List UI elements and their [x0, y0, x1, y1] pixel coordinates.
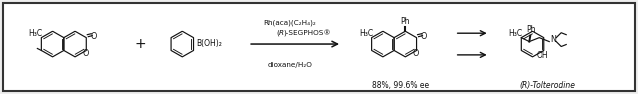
- Text: O: O: [420, 32, 427, 41]
- Text: R: R: [279, 30, 284, 36]
- Text: dioxane/H₂O: dioxane/H₂O: [267, 62, 313, 68]
- Text: H₃C: H₃C: [359, 29, 373, 38]
- Text: +: +: [135, 37, 146, 51]
- Text: Rh(aca)(C₂H₄)₂: Rh(aca)(C₂H₄)₂: [263, 19, 316, 26]
- Text: OH: OH: [537, 51, 549, 60]
- Text: (R)-Tolterodine: (R)-Tolterodine: [519, 81, 575, 90]
- Text: H₃C: H₃C: [29, 29, 43, 38]
- Text: B(OH)₂: B(OH)₂: [197, 39, 223, 48]
- Text: (: (: [276, 30, 279, 36]
- Text: O: O: [412, 49, 419, 58]
- Text: O: O: [90, 32, 96, 41]
- Text: 88%, 99.6% ee: 88%, 99.6% ee: [372, 81, 429, 90]
- Text: )-SEGPHOS®: )-SEGPHOS®: [283, 30, 330, 37]
- Text: O: O: [82, 49, 89, 58]
- Text: N: N: [551, 35, 556, 44]
- FancyBboxPatch shape: [3, 3, 635, 91]
- Text: Ph: Ph: [526, 25, 536, 34]
- Text: Ph: Ph: [401, 17, 410, 26]
- Text: H₃C: H₃C: [508, 29, 523, 38]
